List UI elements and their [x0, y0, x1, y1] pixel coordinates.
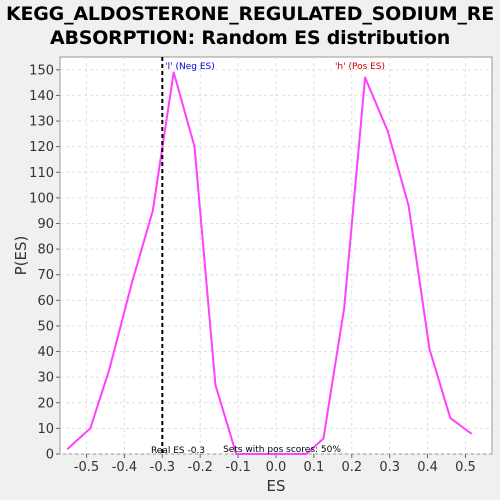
data-point	[235, 453, 238, 455]
data-point	[470, 432, 472, 435]
x-axis-label: ES	[267, 477, 286, 495]
data-point	[256, 453, 258, 455]
data-point	[449, 417, 452, 419]
x-tick-label: 0.3	[379, 460, 400, 475]
real-es-text: Real ES -0.3	[151, 446, 205, 456]
x-tick-label: -0.2	[188, 460, 213, 475]
data-point	[275, 453, 277, 455]
x-tick-label: 0.0	[266, 460, 287, 475]
neg-es-label: 'l' (Neg ES)	[165, 62, 215, 72]
y-tick-label: 100	[29, 191, 54, 206]
y-tick-label: 20	[37, 396, 54, 411]
data-point	[305, 453, 308, 455]
pos-es-label: 'h' (Pos ES)	[335, 62, 385, 72]
data-point	[152, 209, 154, 212]
data-point	[364, 76, 366, 79]
x-tick-label: 0.5	[455, 460, 476, 475]
x-tick-label: -0.3	[150, 460, 175, 475]
x-tick-label: -0.5	[74, 460, 99, 475]
series-line	[66, 71, 472, 455]
y-tick-label: 10	[37, 422, 54, 437]
y-tick-label: 150	[29, 63, 54, 78]
data-point	[66, 448, 69, 450]
x-tick-label: 0.4	[417, 460, 438, 475]
y-tick-label: 130	[29, 115, 54, 130]
x-tick-label: -0.1	[225, 460, 250, 475]
y-tick-label: 110	[29, 166, 54, 181]
y-tick-label: 40	[37, 345, 54, 360]
y-tick-label: 90	[37, 217, 54, 232]
y-tick-label: 120	[29, 140, 54, 155]
y-axis-label: P(ES)	[12, 236, 30, 276]
data-point	[322, 437, 325, 440]
x-tick-label: 0.1	[304, 460, 325, 475]
data-point	[193, 145, 196, 148]
chart-title-line-1: KEGG_ALDOSTERONE_REGULATED_SODIUM_RE	[5, 3, 494, 25]
sets-pos-scores-text: Sets with pos scores: 50%	[223, 445, 341, 455]
data-point	[428, 348, 431, 350]
y-tick-label: 80	[37, 243, 54, 258]
data-point	[407, 204, 410, 207]
x-tick-label: 0.2	[341, 460, 362, 475]
x-tick-label: -0.4	[112, 460, 137, 475]
y-tick-label: 0	[46, 448, 54, 463]
data-point	[386, 130, 389, 133]
y-tick-label: 140	[29, 89, 54, 104]
y-tick-label: 50	[37, 319, 54, 334]
data-point	[89, 427, 92, 430]
chart-title-line-2: ABSORPTION: Random ES distribution	[49, 27, 451, 49]
plot-area	[59, 56, 493, 455]
y-tick-label: 30	[37, 371, 54, 386]
data-point	[131, 281, 133, 284]
data-point	[343, 307, 346, 309]
data-point	[294, 453, 296, 455]
data-point	[214, 384, 217, 386]
y-tick-label: 70	[37, 268, 54, 283]
y-tick-label: 60	[37, 294, 54, 309]
data-point	[172, 71, 175, 74]
data-point	[108, 368, 111, 371]
